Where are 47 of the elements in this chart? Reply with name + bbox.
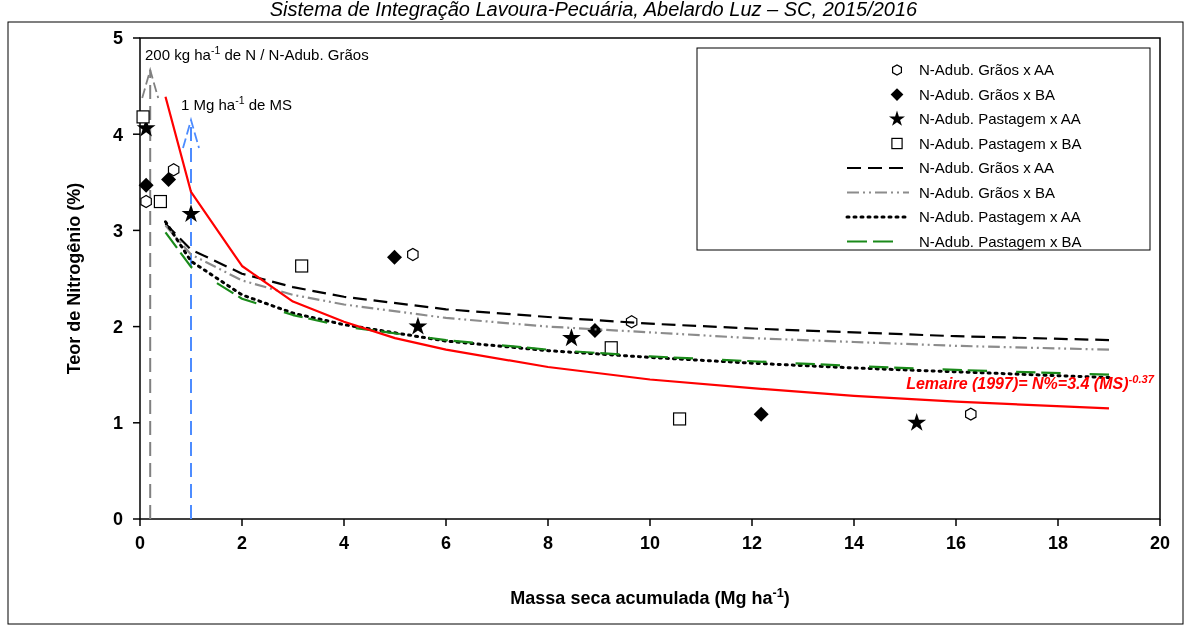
- x-tick-label: 20: [1149, 533, 1171, 553]
- legend-label: N-Adub. Grãos x AA: [919, 61, 1055, 79]
- y-tick-label: 2: [112, 316, 124, 337]
- point: [386, 249, 402, 265]
- x-tick-label: 8: [542, 533, 554, 553]
- point: [672, 412, 687, 426]
- legend-label: N-Adub. Grãos x BA: [919, 183, 1055, 201]
- x-tick-label: 16: [945, 533, 967, 553]
- legend-label: N-Adub. Pastagem x AA: [919, 208, 1081, 226]
- y-tick-label: 5: [112, 28, 124, 49]
- y-tick-label: 4: [112, 124, 124, 145]
- point: [181, 204, 201, 223]
- x-tick-label: 12: [741, 533, 763, 553]
- point: [140, 194, 152, 209]
- y-tick-label: 0: [112, 509, 124, 530]
- point: [562, 328, 581, 347]
- point: [407, 247, 419, 262]
- point: [753, 406, 769, 422]
- annotation: Lemaire (1997)= N%=3.4 (MS)$^{-0.37}$: [906, 373, 1155, 393]
- point: [408, 316, 428, 335]
- x-tick-label: 10: [639, 533, 661, 553]
- point: [136, 110, 150, 124]
- point: [153, 194, 167, 209]
- legend-label: N-Adub. Grãos x AA: [919, 159, 1055, 177]
- chart-title: Sistema de Integração Lavoura-Pecuária, Abelardo Luz – SC, 2015/2016: [269, 0, 919, 20]
- point: [964, 407, 977, 421]
- point: [167, 163, 180, 177]
- x-tick-label: 4: [338, 533, 350, 553]
- x-tick-label: 2: [236, 533, 248, 553]
- legend-label: N-Adub. Grãos x BA: [919, 85, 1055, 103]
- point: [161, 171, 177, 187]
- ref-line-label: 1 Mg ha$^{-1}$ de MS: [181, 94, 293, 113]
- x-tick-label: 18: [1047, 533, 1069, 553]
- y-tick-label: 3: [112, 220, 124, 241]
- ref-line-label: 200 kg ha$^{-1}$ de N / N-Adub. Grãos: [145, 44, 369, 63]
- point: [295, 259, 309, 273]
- x-tick-label: 6: [440, 533, 452, 553]
- y-tick-label: 1: [112, 413, 124, 434]
- x-tick-label: 0: [134, 533, 146, 553]
- point: [138, 177, 154, 193]
- legend-label: N-Adub. Pastagem x BA: [919, 134, 1082, 152]
- x-tick-label: 14: [843, 533, 865, 553]
- legend-label: N-Adub. Pastagem x AA: [919, 110, 1081, 128]
- legend-label: N-Adub. Pastagem x BA: [919, 232, 1082, 250]
- point: [907, 412, 927, 431]
- y-axis-title: Teor de Nitrogênio (%): [64, 182, 84, 375]
- x-axis-title: Massa seca acumulada (Mg ha$^{-1}$): [510, 586, 790, 608]
